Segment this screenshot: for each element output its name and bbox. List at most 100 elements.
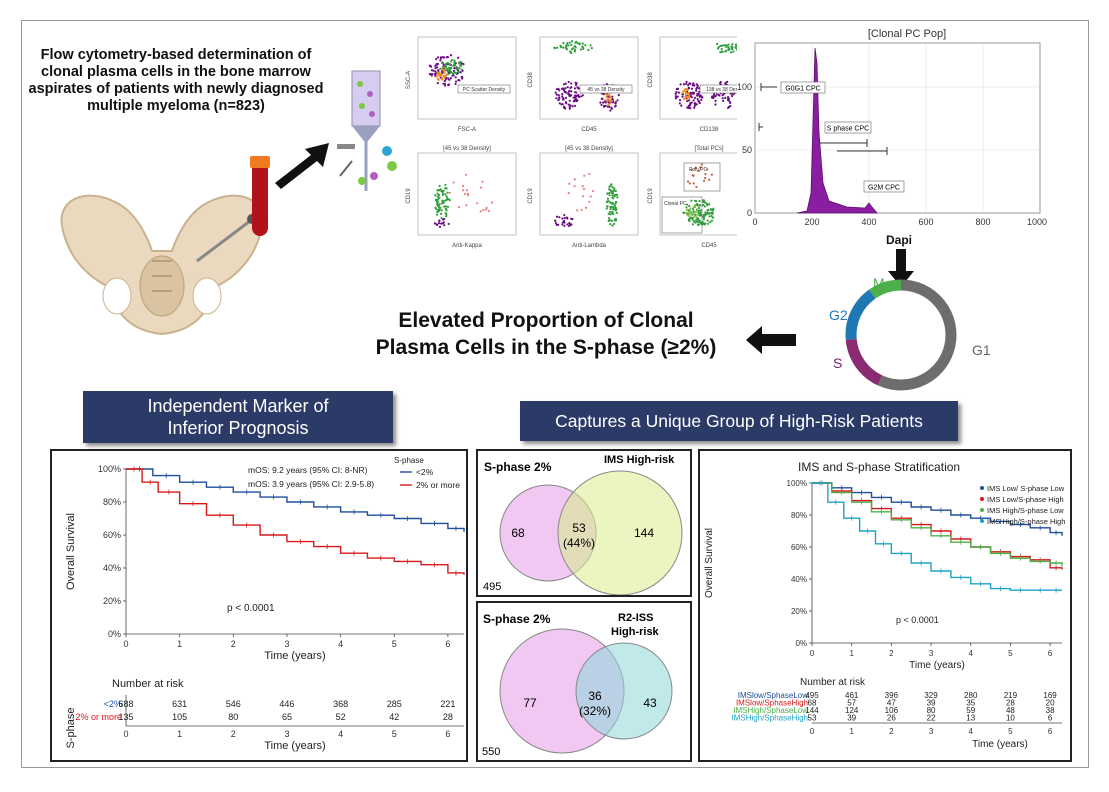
flow-plot-title: [45 vs 38 Density] — [443, 146, 491, 152]
venn1-chart: S-phase 2% IMS High-risk 68 53 (44%) 144… — [483, 454, 683, 596]
banner-marker-line2: Inferior Prognosis — [167, 418, 309, 438]
km2-risk-cell: 20 — [1046, 699, 1055, 708]
km2-risk-cell: 6 — [1048, 714, 1053, 723]
km-x-tick: 1 — [849, 649, 854, 658]
flow-plot-gate-label: 45 vs 38 Density — [588, 87, 625, 93]
km2-risk-cell: 10 — [1006, 714, 1015, 723]
blood-tube-icon — [250, 156, 270, 236]
km-y-tick: 80% — [791, 511, 807, 520]
km2-risk-x-tick: 2 — [889, 727, 894, 736]
cycle-label-g1: G1 — [972, 342, 991, 358]
km1-legend-title: S-phase — [394, 456, 424, 465]
dapi-histogram: [Clonal PC Pop] 100 50 0 0 200 400 600 8… — [737, 23, 1047, 253]
histogram-x-tick: 200 — [804, 217, 819, 227]
flow-plot-ylabel: SSC-A — [406, 71, 412, 89]
sphase-label: S phase CPC — [827, 126, 869, 133]
km2-risk-cell: 22 — [927, 714, 936, 723]
km-y-tick: 0% — [795, 639, 807, 648]
km2-legend-swatch — [980, 519, 984, 523]
km2-risk-x-tick: 5 — [1008, 727, 1013, 736]
cytometer-illustration — [337, 70, 397, 191]
km2-risk-cell: 13 — [966, 714, 975, 723]
km-x-tick: 0 — [810, 649, 815, 658]
flow-plot-gate-label: PC Scatter Density — [463, 87, 506, 93]
km2-risk-cell: 39 — [927, 699, 936, 708]
flow-plot-ylabel: CD38 — [648, 72, 654, 88]
km-ylabel: Overall Survival — [704, 528, 715, 598]
km1-risk-row-label: 2% or more — [75, 712, 122, 722]
km-y-tick: 40% — [103, 563, 121, 573]
km2-risk-cell: 59 — [966, 706, 975, 715]
banner-captures: Captures a Unique Group of High-Risk Pat… — [520, 401, 958, 441]
banner-marker-line1: Independent Marker of — [147, 396, 329, 416]
km2-legend-item: IMS High/S-phase Low — [987, 506, 1064, 515]
km-y-tick: 100% — [787, 479, 807, 488]
km1-risk-cell: 52 — [336, 712, 346, 722]
flow-plot-gate1-label: Poly PC — [689, 167, 707, 173]
km2-legend-swatch — [980, 497, 984, 501]
km2-risk-cell: 35 — [966, 699, 975, 708]
km-x-tick: 4 — [338, 639, 343, 649]
flow-plot-ylabel: CD38 — [528, 72, 534, 88]
km-xlabel: Time (years) — [909, 660, 965, 671]
venn2-panel: S-phase 2% R2-ISS High-risk 77 36 (32%) … — [476, 601, 692, 762]
cycle-label-m: M — [873, 275, 885, 291]
km2-risk-cell: 329 — [924, 691, 938, 700]
km1-risk-cell: 80 — [228, 712, 238, 722]
km-x-tick: 4 — [969, 649, 974, 658]
flow-plot-xlabel: CD45 — [581, 127, 597, 133]
km-ylabel: Overall Survival — [65, 513, 77, 590]
flow-plot-gate2-label: Clonal PC — [664, 201, 687, 207]
venn2-left-count: 77 — [523, 696, 537, 710]
cycle-arc-m — [869, 279, 902, 299]
km2-risk-cell: 280 — [964, 691, 978, 700]
cycle-label-g2: G2 — [829, 307, 848, 323]
km2-risk-row-label: IMSlow/SphaseLow — [738, 691, 808, 700]
histogram-x-tick: 1000 — [1027, 217, 1047, 227]
venn1-panel: S-phase 2% IMS High-risk 68 53 (44%) 144… — [476, 449, 692, 597]
km-x-tick: 3 — [284, 639, 289, 649]
km2-risk-row-label: IMSlow/SphaseHigh — [736, 699, 808, 708]
km2-title: IMS and S-phase Stratification — [798, 460, 960, 474]
km2-risk-cell: 396 — [885, 691, 899, 700]
histogram-x-tick: 600 — [918, 217, 933, 227]
km1-risk-cell: 221 — [440, 699, 455, 709]
km1-mos2: mOS: 3.9 years (95% CI: 2.9-5.8) — [248, 479, 374, 489]
histogram-x-tick: 400 — [861, 217, 876, 227]
arrow-down-icon — [888, 249, 914, 287]
venn2-chart: S-phase 2% R2-ISS High-risk 77 36 (32%) … — [482, 612, 673, 758]
km2-risk-cell: 495 — [805, 691, 819, 700]
km-y-tick: 100% — [98, 464, 121, 474]
cycle-arc-g2 — [845, 289, 876, 340]
km-series-line — [126, 468, 465, 532]
flow-plot-gate-label: 138 vs 38 Density — [706, 87, 746, 93]
km-x-tick: 3 — [929, 649, 934, 658]
km2-risk-cell: 57 — [847, 699, 856, 708]
km-x-tick: 1 — [177, 639, 182, 649]
km2-risk-cell: 461 — [845, 691, 859, 700]
km-series-line — [812, 482, 1063, 536]
km2-risk-row-label: IMSHigh/SphaseHigh — [732, 714, 808, 723]
venn1-mid-count: 53 — [572, 521, 586, 535]
km-x-tick: 2 — [231, 639, 236, 649]
km2-risk-xlabel: Time (years) — [972, 739, 1028, 750]
km2-risk-title: Number at risk — [800, 677, 866, 688]
g0g1-label: G0G1 CPC — [785, 86, 820, 93]
km2-risk-cell: 106 — [885, 706, 899, 715]
km1-risk-cell: 42 — [389, 712, 399, 722]
dapi-label: Dapi — [886, 233, 913, 247]
km-xlabel: Time (years) — [264, 650, 325, 662]
km2-risk-cell: 219 — [1004, 691, 1018, 700]
km1-risk-cell: 631 — [172, 699, 187, 709]
venn1-total: 495 — [483, 581, 501, 593]
km2-panel: IMS and S-phase Stratification 100% 80% 60%… — [698, 449, 1072, 762]
venn2-right-count: 43 — [643, 696, 657, 710]
km2-risk-cell: 26 — [887, 714, 896, 723]
km-y-tick: 60% — [791, 543, 807, 552]
km2-risk-cell: 53 — [808, 714, 817, 723]
pelvis-illustration — [60, 194, 264, 336]
km1-risk-x-tick: 4 — [338, 729, 343, 739]
venn2-right-circle — [575, 642, 673, 740]
km1-risk-cell: 285 — [387, 699, 402, 709]
